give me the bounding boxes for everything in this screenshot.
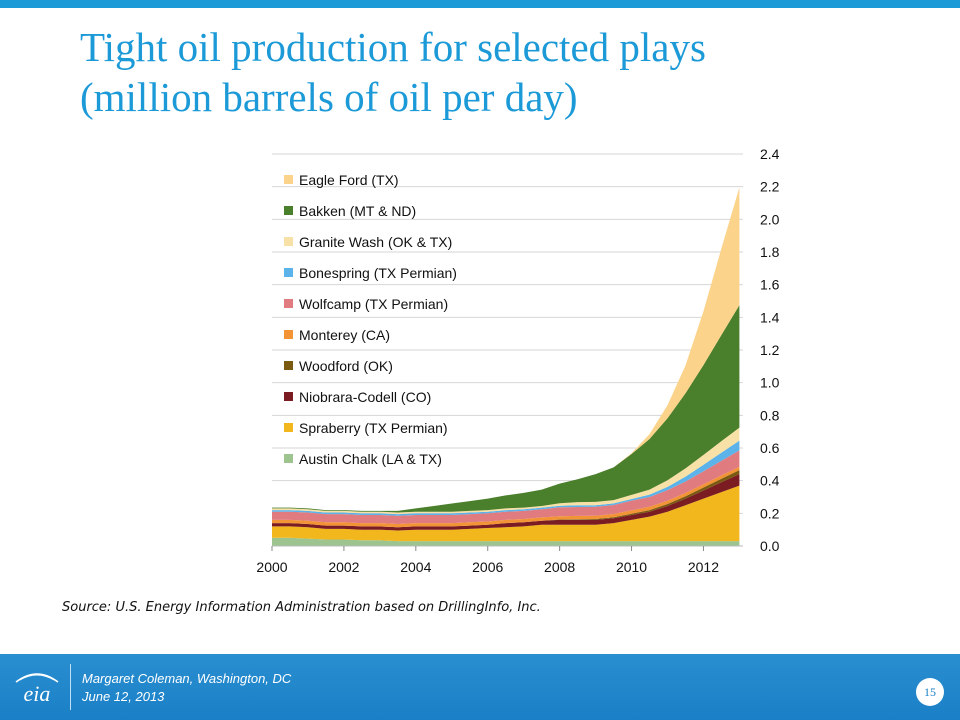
legend-label: Wolfcamp (TX Permian): [299, 296, 448, 312]
presenter-name: Margaret Coleman, Washington, DC: [82, 671, 292, 686]
slide-title: Tight oil production for selected plays …: [80, 22, 940, 122]
legend-swatch: [284, 330, 293, 339]
slide-title-line-1: Tight oil production for selected plays: [80, 24, 706, 70]
y-tick-label: 0.2: [760, 505, 780, 521]
y-tick-label: 1.2: [760, 342, 780, 358]
legend-label: Eagle Ford (TX): [299, 172, 399, 188]
legend: Eagle Ford (TX) Bakken (MT & ND) Granite W…: [284, 172, 457, 467]
x-tick-label: 2010: [616, 559, 647, 575]
area-series-0: [272, 537, 740, 546]
y-tick-label: 2.4: [760, 146, 780, 162]
legend-swatch: [284, 423, 293, 432]
eia-logo-text: eia: [24, 681, 51, 706]
y-tick-label: 0.6: [760, 440, 780, 456]
area-series-1: [272, 485, 740, 542]
presentation-date: June 12, 2013: [82, 689, 165, 704]
eia-logo: eia: [15, 673, 59, 706]
y-tick-label: 1.8: [760, 244, 780, 260]
legend-label: Woodford (OK): [299, 358, 393, 374]
legend-swatch: [284, 299, 293, 308]
area-series-5: [272, 450, 740, 524]
x-tick-label: 2002: [328, 559, 359, 575]
legend-swatch: [284, 237, 293, 246]
area-series-group: [272, 187, 740, 546]
legend-label: Austin Chalk (LA & TX): [299, 451, 442, 467]
y-tick-label: 2.0: [760, 211, 780, 227]
legend-swatch: [284, 454, 293, 463]
source-note: Source: U.S. Energy Information Administ…: [62, 600, 541, 615]
x-tick-label: 2006: [472, 559, 503, 575]
x-tick-label: 2008: [544, 559, 575, 575]
legend-label: Bonespring (TX Permian): [299, 265, 457, 281]
page-number-badge: 15: [916, 678, 944, 706]
y-tick-label: 1.4: [760, 309, 780, 325]
legend-label: Monterey (CA): [299, 327, 390, 343]
y-tick-label: 1.6: [760, 277, 780, 293]
y-tick-label: 2.2: [760, 179, 780, 195]
legend-swatch: [284, 206, 293, 215]
legend-label: Bakken (MT & ND): [299, 203, 416, 219]
footer-caption: Margaret Coleman, Washington, DC June 12…: [82, 670, 291, 706]
legend-label: Granite Wash (OK & TX): [299, 234, 452, 250]
legend-swatch: [284, 392, 293, 401]
top-accent-bar: [0, 0, 960, 8]
legend-swatch: [284, 361, 293, 370]
slide-title-line-2: (million barrels of oil per day): [80, 74, 578, 120]
y-tick-label: 1.0: [760, 375, 780, 391]
legend-label: Niobrara-Codell (CO): [299, 389, 431, 405]
x-tick-label: 2000: [256, 559, 287, 575]
y-tick-label: 0.4: [760, 473, 780, 489]
y-tick-label: 0.8: [760, 407, 780, 423]
x-tick-label: 2004: [400, 559, 431, 575]
legend-label: Spraberry (TX Permian): [299, 420, 448, 436]
x-tick-label: 2012: [688, 559, 719, 575]
legend-swatch: [284, 175, 293, 184]
y-tick-label: 0.0: [760, 538, 780, 554]
footer-bar: eia Margaret Coleman, Washington, DC Jun…: [0, 654, 960, 720]
legend-swatch: [284, 268, 293, 277]
footer-divider: [70, 664, 71, 710]
axes: 0.0 0.2 0.4 0.6 0.8 1.0 1.2 1.4 1.6 1.8 2.0 2.2 2.4 2…: [256, 146, 779, 575]
